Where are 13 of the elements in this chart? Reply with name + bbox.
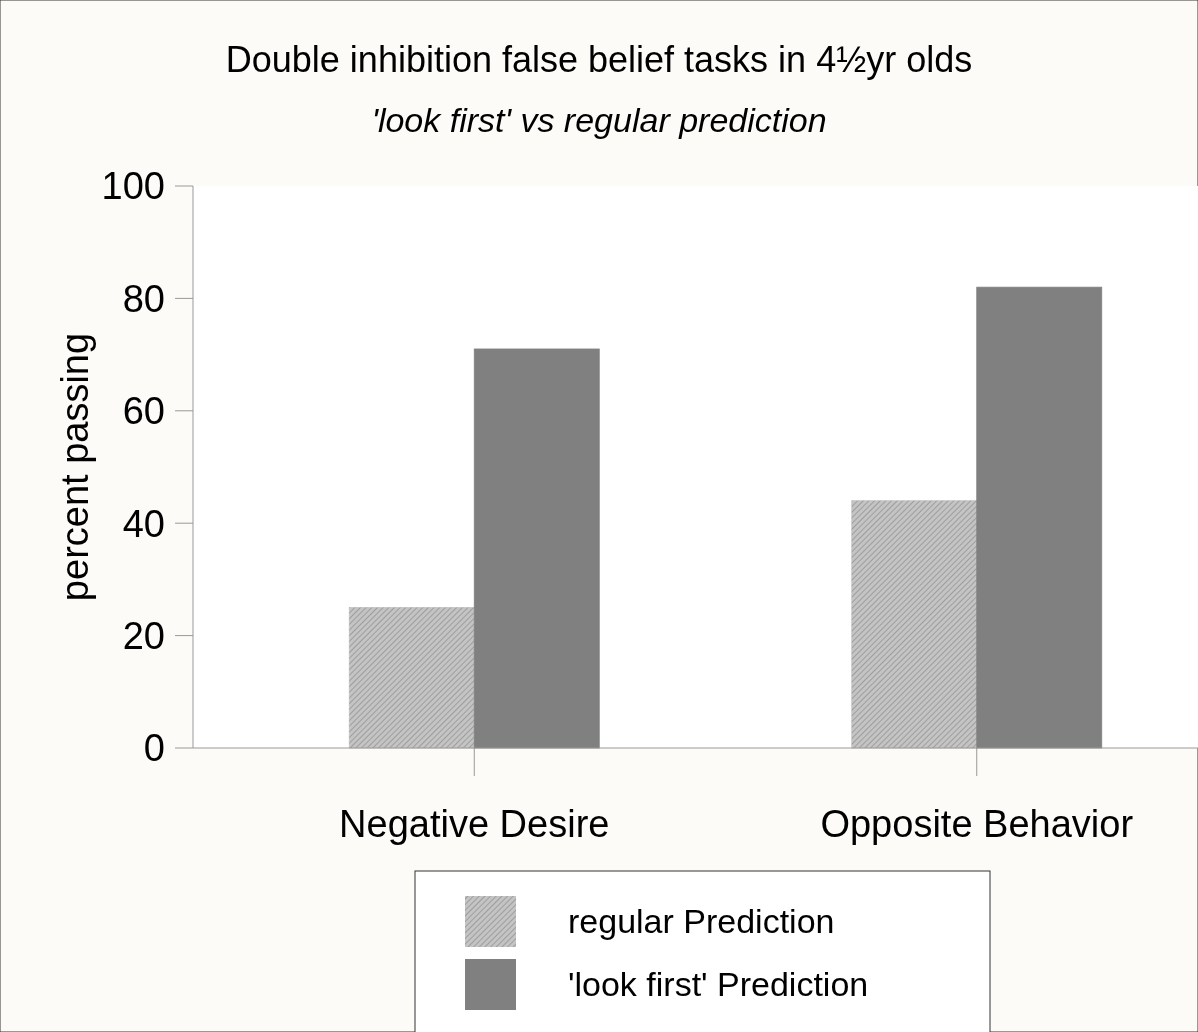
legend-label: regular Prediction (568, 901, 835, 940)
x-tick-label: Opposite Behavior (820, 803, 1134, 845)
y-tick-label: 20 (122, 614, 165, 657)
y-tick-label: 60 (122, 390, 165, 433)
chart-subtitle: 'look first' vs regular prediction (371, 101, 827, 139)
y-tick-label: 0 (143, 727, 165, 770)
y-tick-label: 40 (122, 502, 165, 545)
y-tick-label: 80 (122, 277, 165, 320)
x-tick-label: Negative Desire (339, 803, 610, 845)
y-axis-title: percent passing (54, 332, 96, 602)
chart-title: Double inhibition false belief tasks in 4½yr olds (225, 39, 973, 80)
legend-label: 'look first' Prediction (568, 964, 869, 1003)
y-tick-label: 100 (101, 165, 165, 208)
